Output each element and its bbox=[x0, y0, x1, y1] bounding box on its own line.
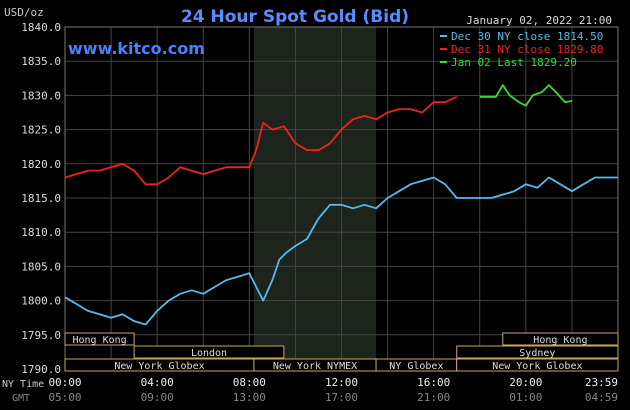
x-tick-label-gmt: 21:00 bbox=[417, 391, 450, 404]
session-box bbox=[456, 345, 619, 359]
session-label: Sydney bbox=[519, 348, 555, 359]
chart-date: January 02, 2022 21:00 bbox=[466, 14, 612, 27]
session-label: New York Globex bbox=[114, 361, 204, 372]
gmt-label: GMT bbox=[12, 393, 30, 404]
session-box bbox=[133, 345, 285, 359]
session-box bbox=[456, 358, 619, 372]
x-tick-label-gmt: 13:00 bbox=[233, 391, 266, 404]
session-label: London bbox=[191, 348, 227, 359]
series-line bbox=[64, 176, 618, 326]
x-tick-label-ny: 23:59 bbox=[585, 376, 618, 389]
y-tick-label: 1790.0 bbox=[21, 363, 61, 376]
session-label: New York Globex bbox=[492, 361, 582, 372]
legend-entry: Jan 02 Last 1829.20 bbox=[451, 56, 577, 69]
y-tick-label: 1820.0 bbox=[21, 158, 61, 171]
session-label: NY Globex bbox=[389, 361, 443, 372]
x-tick-label-gmt: 05:00 bbox=[48, 391, 81, 404]
x-tick-label-ny: 20:00 bbox=[509, 376, 542, 389]
legend-entry: Dec 30 NY close 1814.50 bbox=[451, 30, 603, 43]
legend-entry: Dec 31 NY close 1829.80 bbox=[451, 43, 603, 56]
x-tick-label-ny: 12:00 bbox=[325, 376, 358, 389]
session-box bbox=[502, 332, 619, 346]
ny-time-label: NY Time bbox=[2, 379, 44, 390]
site-watermark: www.kitco.com bbox=[68, 39, 205, 58]
y-tick-label: 1810.0 bbox=[21, 226, 61, 239]
chart-grid bbox=[64, 26, 619, 370]
session-label: Hong Kong bbox=[72, 335, 126, 346]
y-tick-label: 1830.0 bbox=[21, 89, 61, 102]
chart-title: 24 Hour Spot Gold (Bid) bbox=[181, 7, 409, 27]
x-tick-label-ny: 04:00 bbox=[141, 376, 174, 389]
y-tick-label: 1840.0 bbox=[21, 21, 61, 34]
y-tick-label: 1805.0 bbox=[21, 260, 61, 273]
y-tick-label: 1835.0 bbox=[21, 55, 61, 68]
y-unit-label: USD/oz bbox=[4, 6, 44, 19]
series-line bbox=[64, 95, 458, 186]
x-tick-label-gmt: 09:00 bbox=[141, 391, 174, 404]
x-tick-label-gmt: 01:00 bbox=[509, 391, 542, 404]
x-tick-label-ny: 16:00 bbox=[417, 376, 450, 389]
y-tick-label: 1795.0 bbox=[21, 329, 61, 342]
market-sessions: Hong Kong Hong Kong London Sydney New York G… bbox=[64, 332, 619, 372]
chart-axes: 1790.0 1795.0 1800.0 1805.0 1810.0 1815.0 1820… bbox=[21, 21, 618, 404]
x-tick-label-ny: 00:00 bbox=[48, 376, 81, 389]
y-tick-label: 1815.0 bbox=[21, 192, 61, 205]
y-tick-label: 1800.0 bbox=[21, 295, 61, 308]
series-line bbox=[479, 84, 573, 107]
session-label: New York NYMEX bbox=[273, 361, 357, 372]
price-series bbox=[64, 84, 618, 326]
x-tick-label-ny: 08:00 bbox=[233, 376, 266, 389]
x-tick-label-gmt: 04:59 bbox=[585, 391, 618, 404]
session-label: Hong Kong bbox=[533, 335, 587, 346]
x-tick-label-gmt: 17:00 bbox=[325, 391, 358, 404]
y-tick-label: 1825.0 bbox=[21, 124, 61, 137]
session-box bbox=[64, 332, 135, 346]
